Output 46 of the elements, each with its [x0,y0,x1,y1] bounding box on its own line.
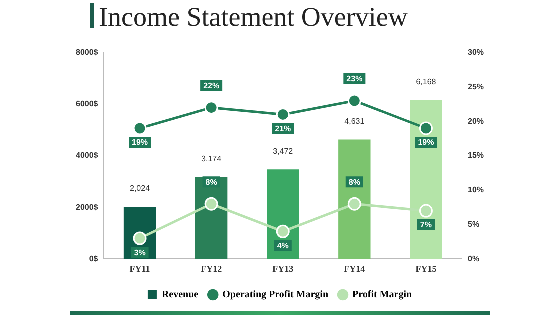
data-label: 8% [348,178,360,187]
y2-tick-label: 10% [468,186,484,195]
data-label: 21% [275,124,292,134]
data-label: 4% [277,241,289,250]
y-tick-label: 0$ [89,254,99,264]
y-tick-label: 4000$ [76,151,99,160]
y2-tick-label: 30% [468,48,484,58]
data-label: 19% [132,138,148,148]
data-label: 3,174 [202,154,222,164]
x-tick-label: FY13 [272,264,294,274]
x-tick-label: FY14 [344,264,366,274]
y2-tick-label: 15% [468,151,484,160]
y2-tick-label: 5% [468,220,480,230]
y-tick-label: 2000$ [76,202,99,212]
x-tick-label: FY11 [130,264,151,274]
y2-tick-label: 20% [468,116,484,126]
point [348,197,362,211]
y2-tick-label: 0% [468,254,480,264]
data-label: 22% [204,82,220,91]
chart-title: Income Statement Overview [99,2,408,33]
data-label: 19% [418,138,434,148]
legend-label: Profit Margin [352,290,412,301]
x-tick-label: FY12 [201,264,223,274]
y2-tick-label: 25% [468,82,484,92]
point [348,94,362,108]
y-tick-label: 8000$ [76,48,99,58]
point [276,224,290,238]
legend-label: Revenue [162,290,200,301]
point [133,122,147,136]
bar [338,140,371,260]
point [419,204,433,218]
data-label: 6,168 [416,77,437,86]
data-label: 2,024 [130,184,151,194]
data-label: 8% [206,178,218,187]
point [204,101,218,115]
data-label: 3% [134,248,146,258]
x-tick-label: FY15 [416,264,438,274]
data-label: 7% [420,220,432,230]
y-tick-label: 6000$ [76,100,99,109]
legend-label: Operating Profit Margin [222,290,329,301]
point [419,122,433,136]
point [276,108,290,122]
point [204,197,218,211]
data-label: 4,631 [344,116,366,126]
data-label: 3,472 [273,146,294,156]
data-label: 23% [346,74,363,84]
